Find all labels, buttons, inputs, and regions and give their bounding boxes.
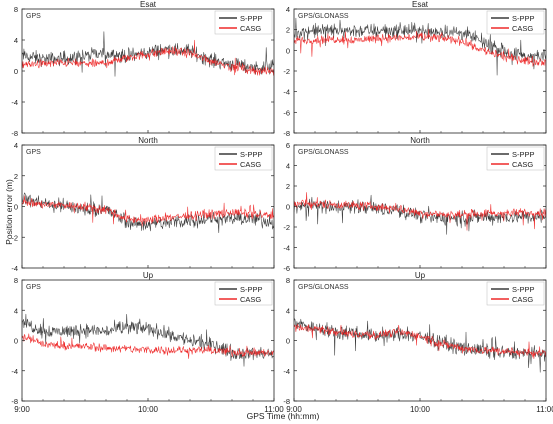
y-tick-label: 4 [286,162,290,171]
plot-area [22,192,274,233]
legend-label: S-PPP [240,285,263,294]
panel-label: GPS/GLONASS [298,149,349,156]
series-line-s-ppp [22,313,274,367]
plot-area [22,313,274,367]
y-tick-label: 4 [14,306,18,315]
legend-label: S-PPP [240,150,263,159]
y-tick-label: -4 [11,367,18,376]
legend-label: CASG [240,24,261,33]
y-tick-label: 0 [286,203,290,212]
figure-ylabel: Position error (m) [4,179,14,245]
x-tick-label: 9:00 [286,405,302,414]
y-tick-label: 8 [286,276,290,285]
panel-title: North [410,136,430,145]
plot-area [22,31,274,77]
y-tick-label: -2 [283,67,290,76]
x-tick-label: 11:00 [536,405,553,414]
y-tick-label: 4 [14,36,18,45]
figure-xlabel: GPS Time (hh:mm) [247,411,320,421]
legend-label: CASG [240,160,261,169]
legend-label: CASG [512,295,533,304]
series-line-casg [294,323,546,359]
panel-title: Up [415,271,426,280]
y-tick-label: -6 [283,264,290,273]
x-tick-label: 10:00 [138,405,159,414]
plot-area [294,17,546,76]
y-tick-label: -4 [283,88,290,97]
x-tick-label: 9:00 [14,405,30,414]
y-tick-label: 4 [286,5,290,14]
y-tick-label: -2 [11,233,18,242]
y-tick-label: 0 [14,67,18,76]
legend-label: S-PPP [512,285,535,294]
series-line-casg [22,195,274,227]
y-tick-label: 0 [286,46,290,55]
y-tick-label: 0 [14,337,18,346]
y-tick-label: -8 [11,397,18,406]
y-tick-label: 2 [286,26,290,35]
y-tick-label: -8 [283,397,290,406]
series-line-casg [22,39,274,76]
panel-title: Esat [140,0,157,9]
y-tick-label: -4 [283,367,290,376]
y-tick-label: 8 [14,276,18,285]
x-tick-label: 11:00 [264,405,284,414]
plot-area [294,318,546,373]
legend-label: CASG [240,295,261,304]
panel-label: GPS [26,13,41,20]
y-tick-label: 2 [286,182,290,191]
y-tick-label: -6 [283,108,290,117]
y-tick-label: 0 [14,203,18,212]
panel-title: Esat [412,0,429,9]
y-tick-label: -4 [11,264,18,273]
y-tick-label: 8 [14,5,18,14]
y-tick-label: 4 [286,306,290,315]
plot-area [294,192,546,235]
series-line-casg [294,29,546,71]
panel-label: GPS [26,284,41,291]
series-line-s-ppp [22,192,274,233]
panel-title: North [138,136,158,145]
y-tick-label: -8 [11,129,18,138]
panel-label: GPS [26,149,41,156]
series-line-s-ppp [294,194,546,235]
series-line-casg [294,192,546,231]
series-line-s-ppp [294,318,546,373]
x-tick-label: 10:00 [410,405,431,414]
legend-label: S-PPP [512,14,535,23]
y-tick-label: 4 [14,141,18,150]
y-tick-label: -8 [283,129,290,138]
legend-label: S-PPP [512,150,535,159]
legend-label: CASG [512,24,533,33]
legend-label: CASG [512,160,533,169]
panel-6: Up -8 -4 0 4 8 9:00 10:00 11:00 GPS/GLONASS S-PPPC… [283,271,553,414]
panel-label: GPS/GLONASS [298,284,349,291]
y-tick-label: -4 [11,98,18,107]
series-line-s-ppp [294,17,546,76]
series-line-s-ppp [22,31,274,77]
y-tick-label: -4 [283,244,290,253]
y-tick-label: 6 [286,141,290,150]
legend-label: S-PPP [240,14,263,23]
y-tick-label: -2 [283,223,290,232]
panel-title: Up [143,271,154,280]
series-line-casg [22,333,274,359]
panel-label: GPS/GLONASS [298,13,349,20]
y-tick-label: 0 [286,337,290,346]
y-tick-label: 2 [14,172,18,181]
